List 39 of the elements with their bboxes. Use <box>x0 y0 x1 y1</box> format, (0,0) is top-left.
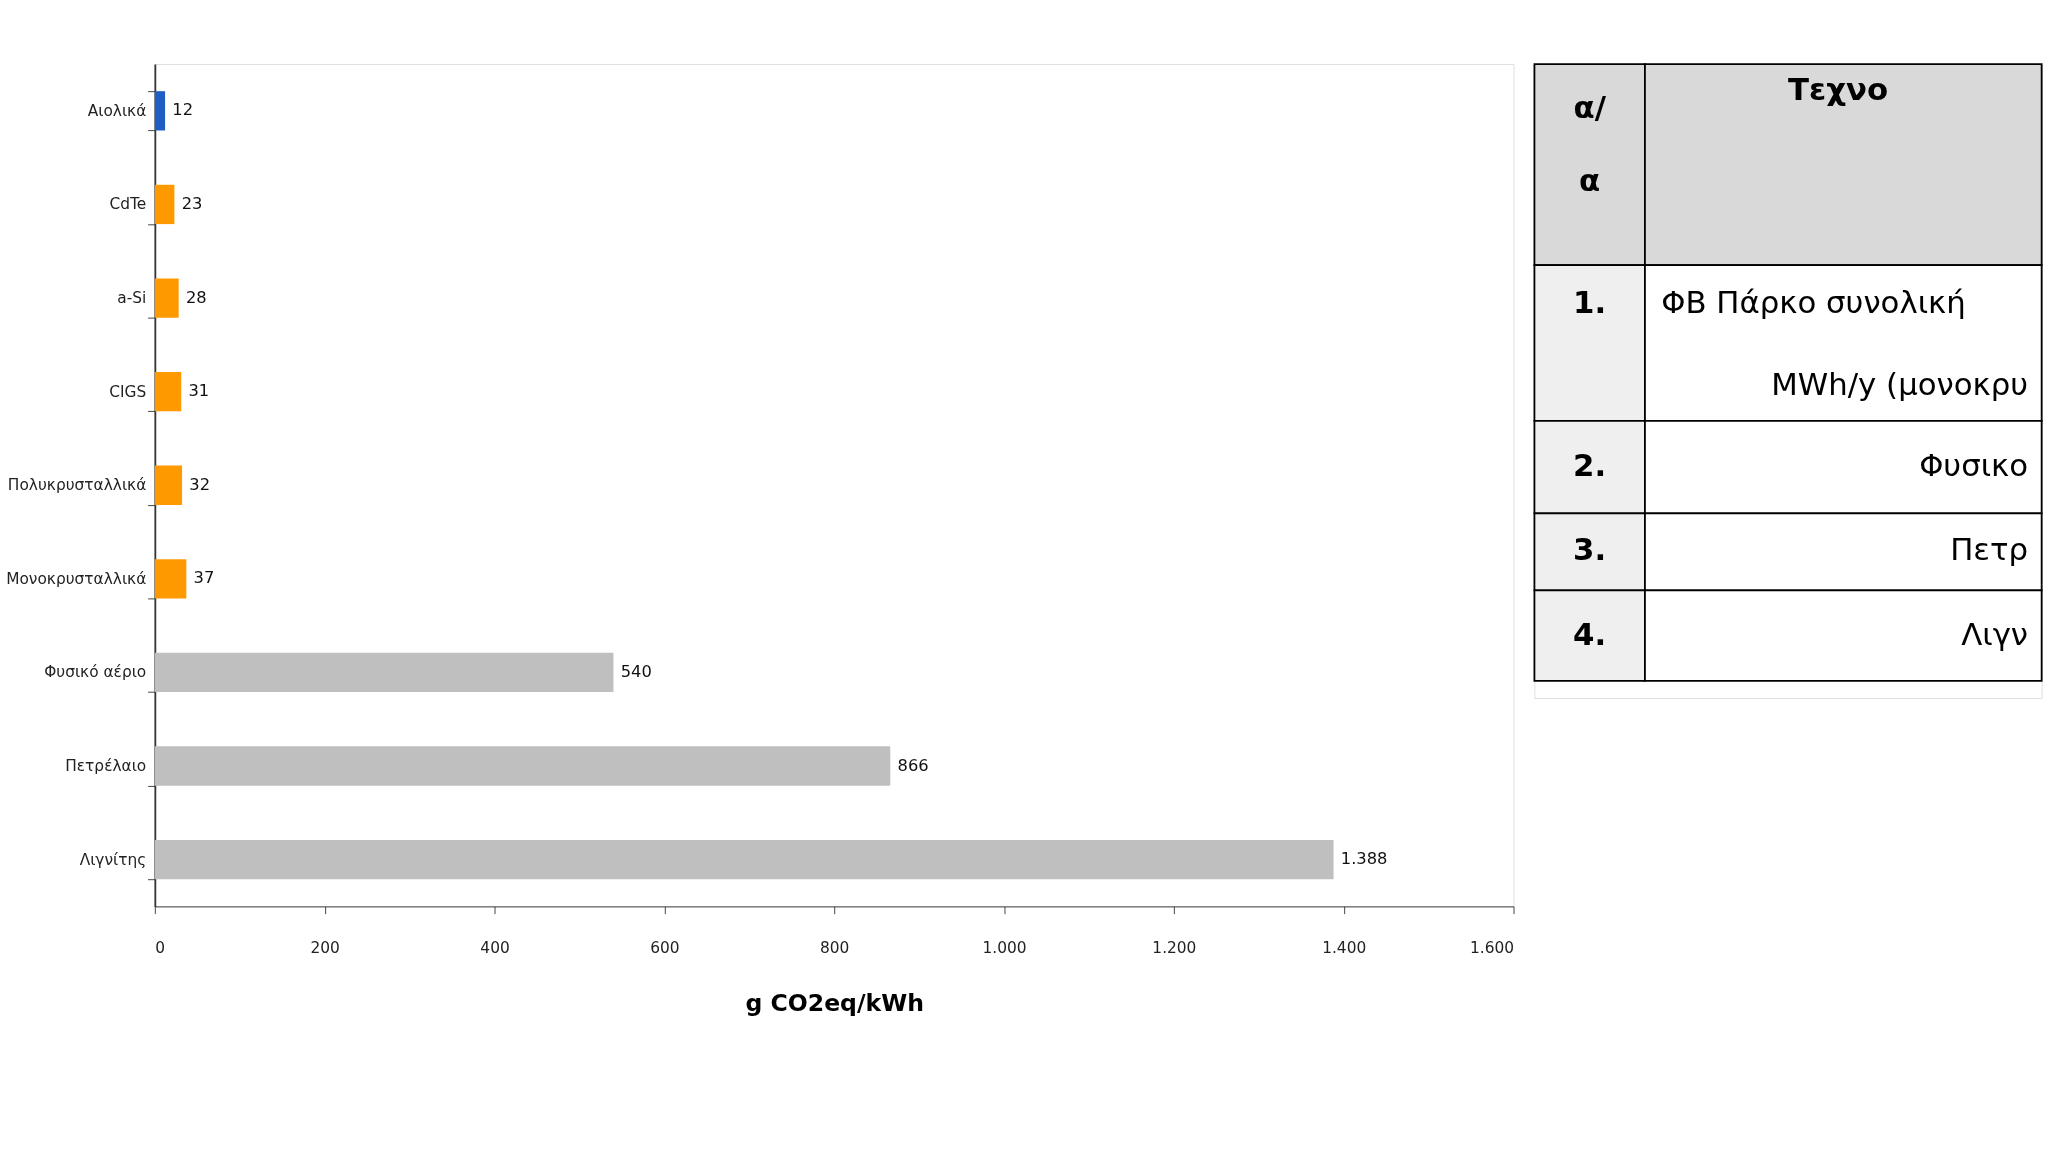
text: 2. <box>1573 447 1607 484</box>
x-tick-label: 1.600 <box>1470 939 1515 958</box>
text: 4. <box>1573 615 1607 652</box>
text: Φυσικο <box>1919 447 2029 484</box>
data-label: 28 <box>185 287 207 307</box>
data-label: 12 <box>172 100 194 120</box>
text: 1. <box>1573 284 1607 321</box>
text: Πετρ <box>1950 531 2029 568</box>
data-label: 37 <box>193 568 215 588</box>
y-tick-label: a-Si <box>117 289 147 308</box>
y-tick-label: Μονοκρυσταλλικά <box>6 569 147 588</box>
text: MWh/y (μονοκρυ <box>1771 365 2029 402</box>
x-tick-label: 0 <box>155 939 166 958</box>
y-tick-label: CdTe <box>109 195 147 214</box>
data-label: 32 <box>189 474 211 494</box>
x-tick-label: 200 <box>310 939 340 958</box>
x-tick-label: 1.200 <box>1152 939 1197 958</box>
data-label: 866 <box>897 755 929 775</box>
x-tick-label: 600 <box>650 939 680 958</box>
text: 3. <box>1573 531 1607 568</box>
x-tick-label: 400 <box>480 939 510 958</box>
data-label: 23 <box>181 193 203 213</box>
y-tick-label: Πολυκρυσταλλικά <box>7 476 147 495</box>
text: ΦΒ Πάρκο συνολική <box>1661 284 1966 321</box>
y-tick-label: Πετρέλαιο <box>65 757 147 776</box>
y-tick-label: Αιολικά <box>87 101 147 120</box>
x-tick-label: 1.400 <box>1322 939 1367 958</box>
x-tick-label: 800 <box>820 939 850 958</box>
data-label: 31 <box>188 381 210 401</box>
data-label: 1.388 <box>1340 849 1388 869</box>
text: Τεχνο <box>1788 71 1889 108</box>
x-tick-label: 1.000 <box>982 939 1027 958</box>
text: α/ α <box>1573 89 1607 198</box>
data-label: 540 <box>620 661 652 681</box>
y-tick-label: Λιγνίτης <box>79 850 147 869</box>
text: Λιγν <box>1961 615 2029 652</box>
x-axis-title: g CO2eq/kWh <box>745 989 924 1018</box>
y-tick-label: CIGS <box>109 382 147 401</box>
y-tick-label: Φυσικό αέριο <box>44 663 147 682</box>
